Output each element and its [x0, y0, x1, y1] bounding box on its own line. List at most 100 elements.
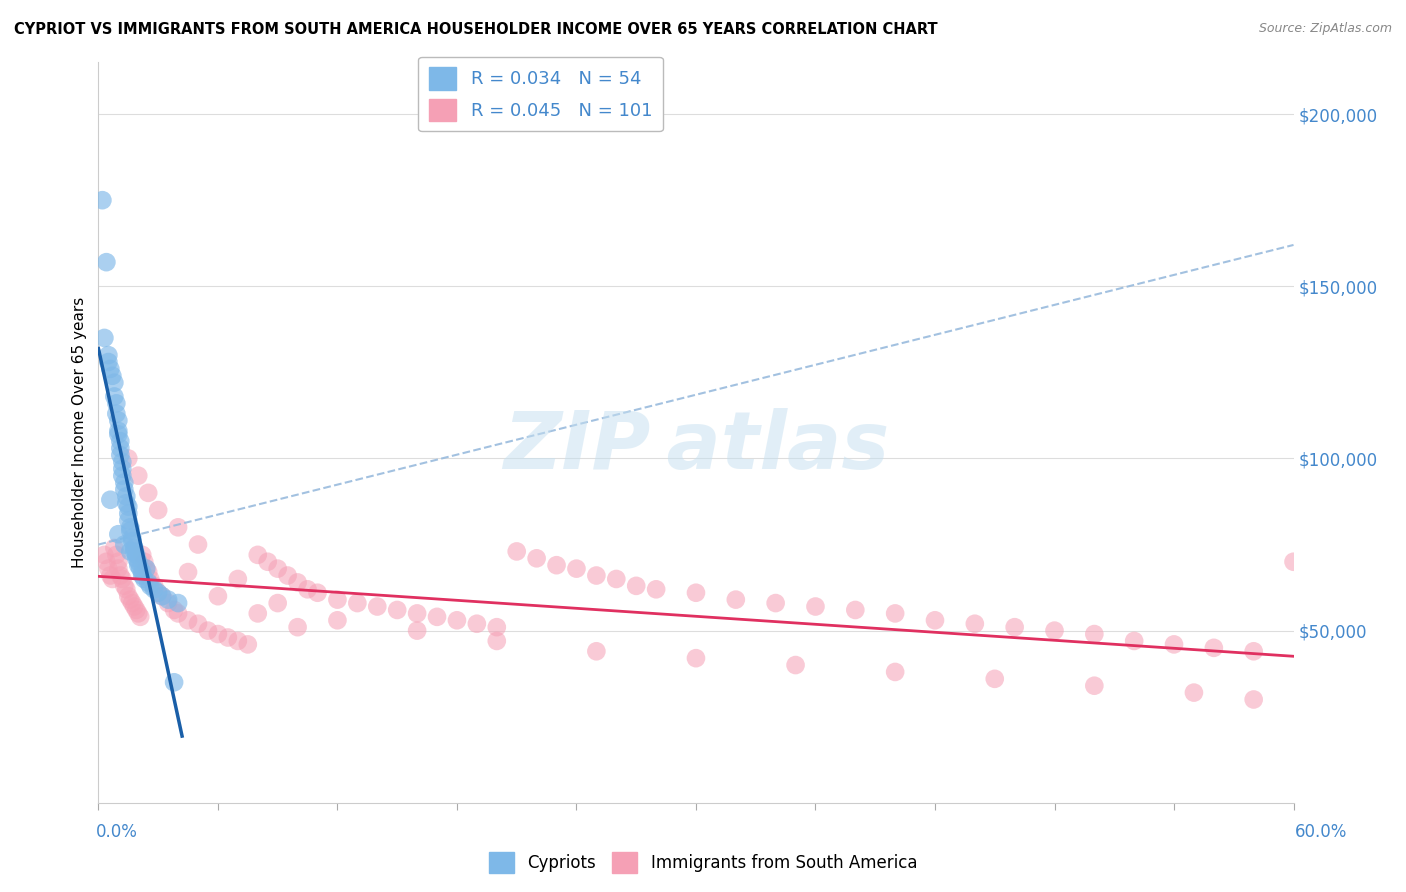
Point — [724, 592, 747, 607]
Point — [785, 658, 807, 673]
Point — [187, 616, 209, 631]
Point — [117, 500, 139, 514]
Point — [465, 616, 488, 631]
Point — [131, 548, 153, 562]
Point — [506, 544, 529, 558]
Point — [129, 610, 152, 624]
Point — [167, 520, 190, 534]
Point — [134, 555, 156, 569]
Point — [98, 362, 122, 376]
Point — [187, 537, 209, 551]
Point — [120, 520, 142, 534]
Point — [139, 572, 162, 586]
Point — [884, 665, 907, 679]
Text: Source: ZipAtlas.com: Source: ZipAtlas.com — [1258, 22, 1392, 36]
Point — [246, 548, 269, 562]
Point — [125, 551, 148, 566]
Point — [111, 455, 134, 469]
Point — [685, 586, 707, 600]
Point — [984, 672, 1007, 686]
Point — [105, 396, 128, 410]
Point — [150, 589, 173, 603]
Point — [197, 624, 219, 638]
Point — [287, 620, 309, 634]
Point — [406, 624, 429, 638]
Point — [136, 575, 159, 590]
Point — [120, 544, 142, 558]
Point — [139, 579, 162, 593]
Point — [97, 348, 120, 362]
Point — [136, 565, 159, 579]
Point — [115, 489, 138, 503]
Point — [1182, 685, 1205, 699]
Point — [685, 651, 707, 665]
Point — [645, 582, 668, 597]
Point — [127, 555, 149, 569]
Point — [112, 537, 135, 551]
Text: 0.0%: 0.0% — [96, 822, 138, 840]
Point — [605, 572, 627, 586]
Point — [765, 596, 787, 610]
Point — [148, 586, 170, 600]
Point — [125, 603, 148, 617]
Legend: Cypriots, Immigrants from South America: Cypriots, Immigrants from South America — [482, 846, 924, 880]
Point — [131, 565, 153, 579]
Point — [526, 551, 548, 566]
Point — [127, 607, 149, 621]
Point — [98, 492, 122, 507]
Point — [804, 599, 827, 614]
Point — [107, 424, 129, 438]
Point — [110, 434, 132, 449]
Point — [124, 541, 146, 555]
Point — [426, 610, 449, 624]
Point — [585, 568, 607, 582]
Point — [134, 572, 156, 586]
Point — [117, 589, 139, 603]
Point — [121, 534, 143, 549]
Point — [546, 558, 568, 573]
Text: ZIP atlas: ZIP atlas — [503, 409, 889, 486]
Point — [157, 592, 180, 607]
Point — [346, 596, 368, 610]
Point — [111, 468, 134, 483]
Point — [150, 589, 173, 603]
Point — [117, 513, 139, 527]
Point — [135, 561, 157, 575]
Point — [297, 582, 319, 597]
Point — [111, 462, 134, 476]
Point — [246, 607, 269, 621]
Point — [143, 579, 166, 593]
Point — [236, 637, 259, 651]
Point — [124, 599, 146, 614]
Point — [277, 568, 299, 582]
Point — [267, 561, 290, 575]
Text: 60.0%: 60.0% — [1295, 822, 1347, 840]
Point — [207, 589, 229, 603]
Point — [1282, 555, 1305, 569]
Point — [107, 413, 129, 427]
Point — [136, 486, 159, 500]
Point — [1083, 679, 1105, 693]
Text: CYPRIOT VS IMMIGRANTS FROM SOUTH AMERICA HOUSEHOLDER INCOME OVER 65 YEARS CORREL: CYPRIOT VS IMMIGRANTS FROM SOUTH AMERICA… — [14, 22, 938, 37]
Point — [446, 613, 468, 627]
Point — [267, 596, 290, 610]
Point — [110, 568, 132, 582]
Point — [97, 355, 120, 369]
Point — [110, 448, 132, 462]
Point — [112, 579, 135, 593]
Point — [163, 675, 186, 690]
Point — [115, 582, 138, 597]
Point — [207, 627, 229, 641]
Point — [121, 596, 143, 610]
Point — [1202, 640, 1225, 655]
Point — [127, 558, 149, 573]
Point — [963, 616, 986, 631]
Point — [96, 555, 118, 569]
Point — [107, 555, 129, 569]
Point — [125, 548, 148, 562]
Point — [127, 468, 149, 483]
Point — [143, 582, 166, 597]
Point — [1243, 692, 1265, 706]
Point — [117, 507, 139, 521]
Point — [287, 575, 309, 590]
